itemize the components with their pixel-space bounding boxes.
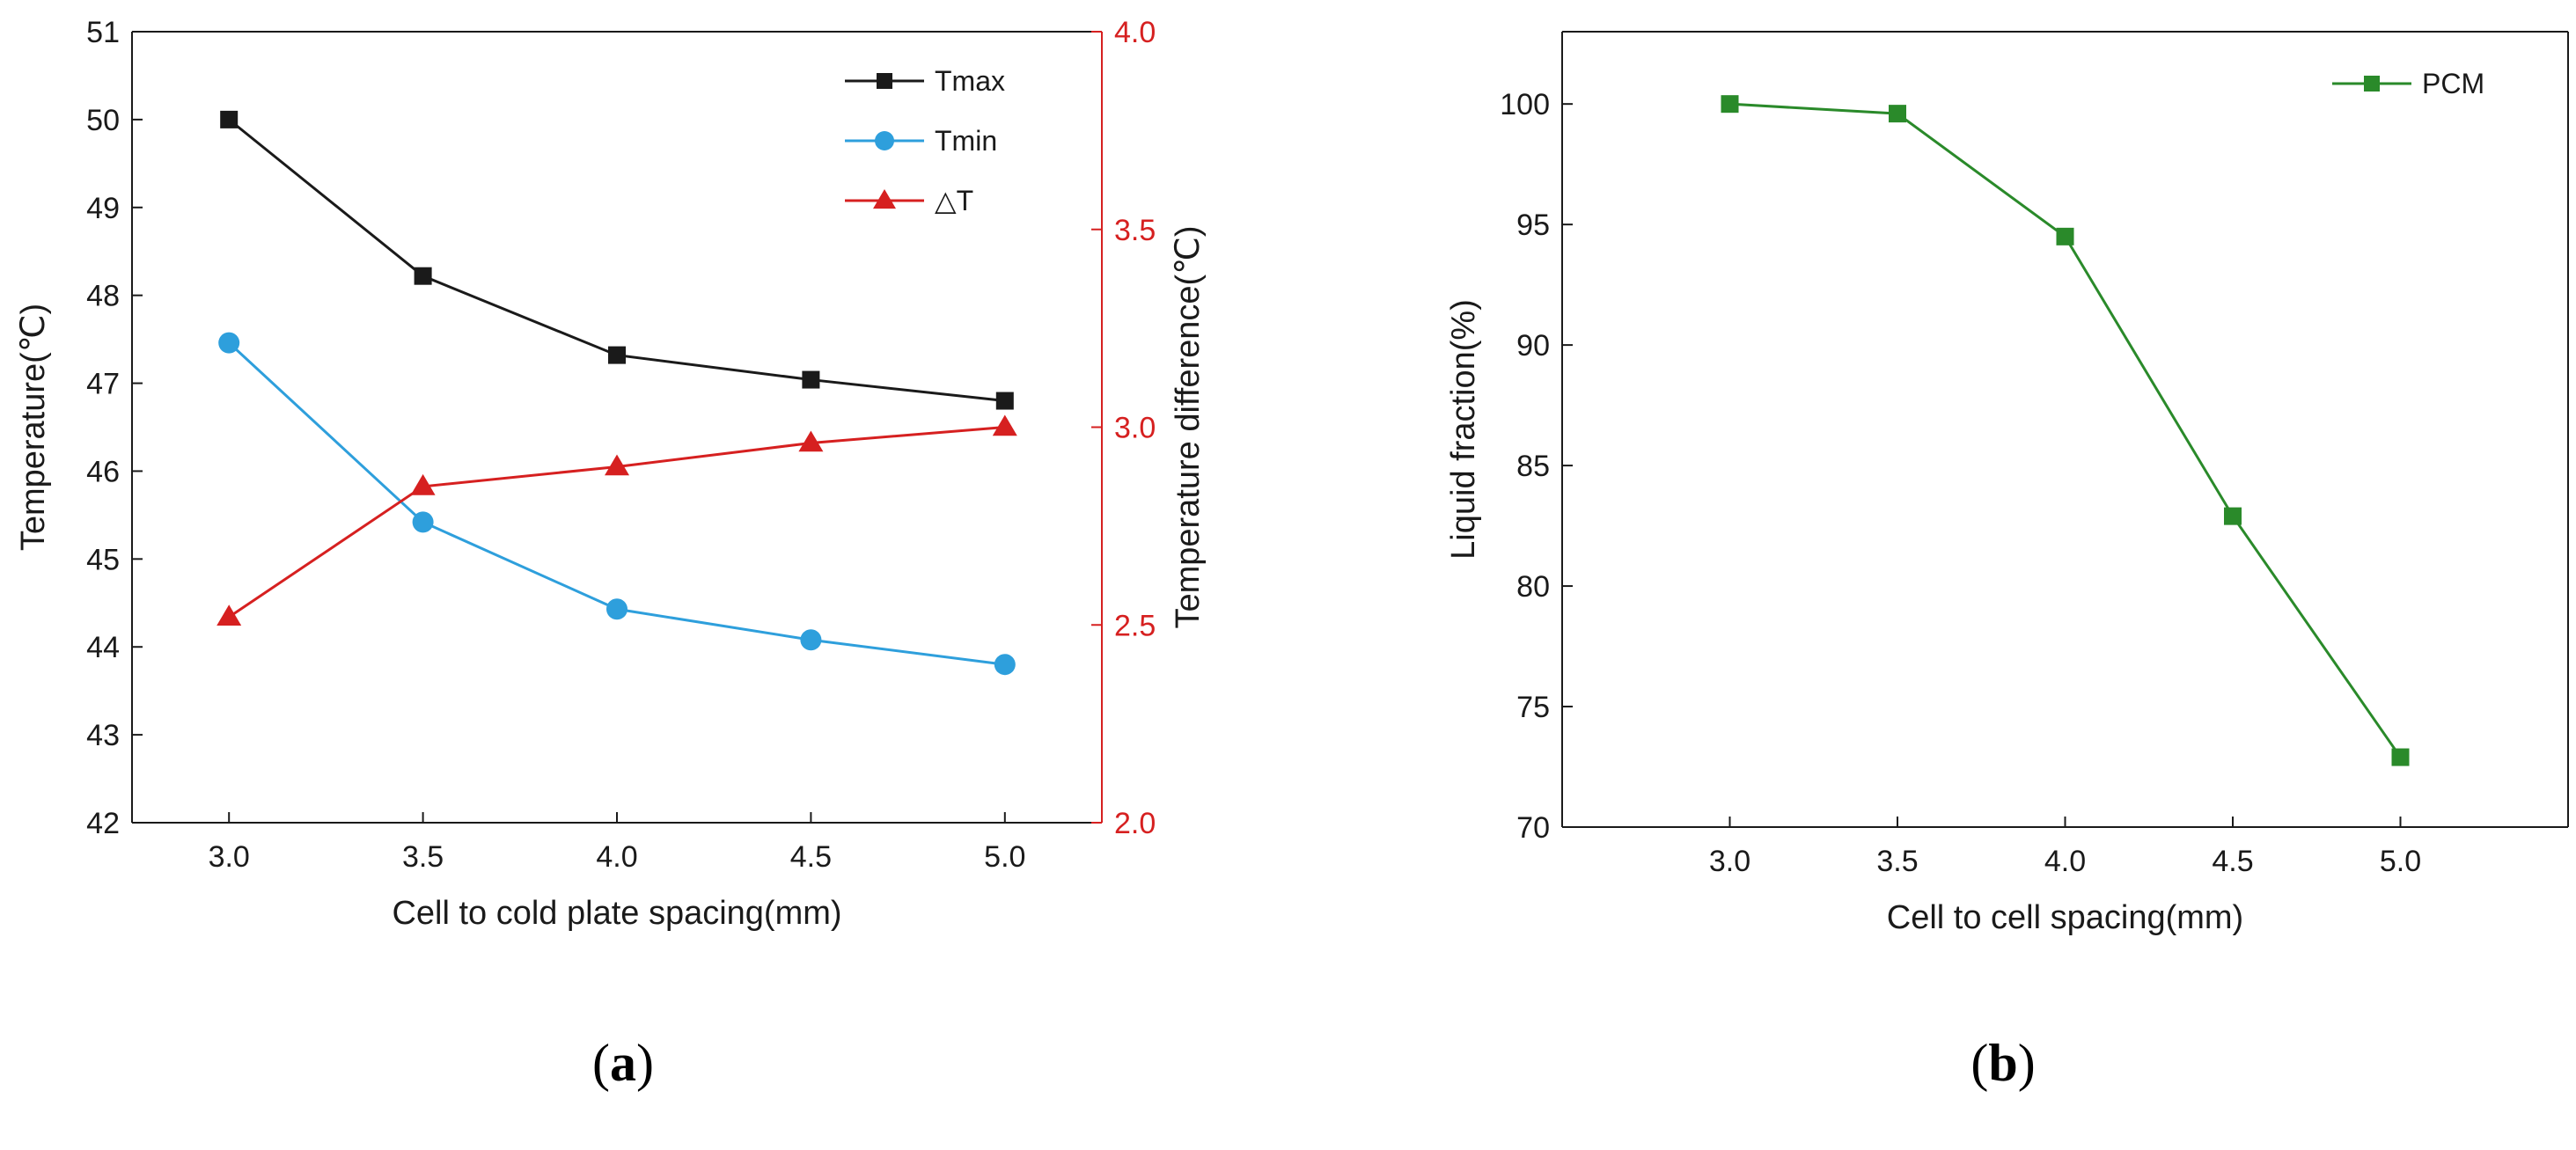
x-axis-title: Cell to cold plate spacing(mm) [392,895,841,932]
y-tick-label: 46 [86,455,120,488]
chart-a: 3.0 3.5 4.0 4.5 5.0 42 43 44 45 46 47 48 49 50 51 2.0 2.… [15,16,1207,932]
data-point [410,473,436,495]
y2-tick-label: 3.0 [1114,412,1156,445]
x-tick-label: 4.0 [596,840,637,874]
y-axis-title: Liquid fraction(%) [1445,299,1482,560]
x-tick-label: 5.0 [2380,845,2421,878]
y-tick-label: 48 [86,280,120,313]
y2-tick-label: 4.0 [1114,16,1156,49]
y-tick-label: 51 [86,16,120,49]
y-tick-label: 45 [86,543,120,576]
y-tick-label: 80 [1516,570,1550,604]
data-point [798,430,824,452]
data-point [992,414,1017,436]
y-tick-label: 95 [1516,209,1550,242]
data-point [608,346,626,364]
series-line-0 [1729,102,2402,758]
x-tick-label: 4.5 [790,840,832,874]
data-point [802,370,820,389]
chart-b: 3.0 3.5 4.0 4.5 5.0 70 75 80 85 90 95 100 Cell to ce… [1445,31,2569,936]
data-point [220,110,239,128]
x-tick-label: 3.5 [402,840,444,874]
y-tick-label: 75 [1516,691,1550,724]
x-axis-title: Cell to cell spacing(mm) [1887,899,2243,936]
x-tick-label: 3.5 [1876,845,1918,878]
y-tick-label: 50 [86,104,120,137]
data-point [218,332,240,354]
legend-marker-0 [877,73,892,89]
y2-tick-label: 3.5 [1114,214,1156,247]
y-tick-label: 47 [86,368,120,401]
y-tick-label: 70 [1516,811,1550,845]
y2-tick-label: 2.5 [1114,609,1156,642]
data-point [800,629,822,651]
data-point [2391,748,2410,766]
data-point [995,392,1014,410]
data-point [605,454,629,476]
y-tick-label: 85 [1516,450,1550,483]
data-point [606,598,627,620]
data-point [1721,95,1739,114]
data-point [2224,507,2242,525]
x-tick-label: 3.0 [209,840,250,874]
x-tick-label: 5.0 [984,840,1025,874]
x-tick-label: 4.0 [2044,845,2086,878]
data-point [994,654,1016,676]
y-tick-label: 49 [86,192,120,225]
legend-label-2: △T [935,185,973,216]
y2-axis-title: Temperature difference(℃) [1170,225,1207,628]
legend-marker-2 [873,189,896,209]
panel-label-b: (b) [1971,1034,2035,1092]
data-point [1889,105,1906,123]
panel-label-a: (a) [592,1034,654,1092]
legend-label-1: Tmin [935,125,997,157]
y-tick-label: 43 [86,719,120,752]
y-tick-label: 42 [86,807,120,840]
legend-label-0: Tmax [935,65,1005,97]
y-tick-label: 90 [1516,329,1550,363]
data-point [414,267,432,285]
data-point [2056,227,2074,245]
x-tick-label: 3.0 [1709,845,1750,878]
legend-marker-0 [2364,76,2380,92]
y-tick-label: 44 [86,631,120,664]
legend-label-0: PCM [2422,68,2484,99]
y-axis-title: Temperature(℃) [15,304,52,551]
x-tick-label: 4.5 [2212,845,2253,878]
y-tick-label: 100 [1500,88,1550,121]
legend-marker-1 [875,131,894,150]
data-point [412,511,434,533]
data-point [217,604,242,626]
y2-tick-label: 2.0 [1114,807,1156,840]
